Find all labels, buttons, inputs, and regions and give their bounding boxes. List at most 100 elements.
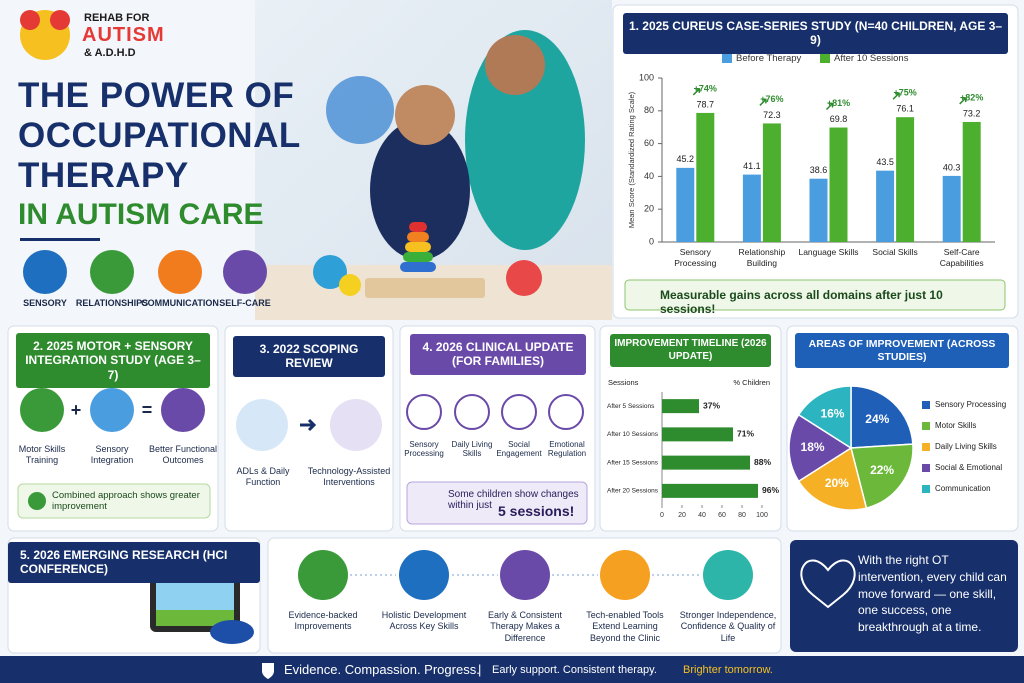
benefit-icon bbox=[298, 550, 348, 600]
slice-label: 16% bbox=[820, 406, 844, 420]
arrow bbox=[300, 418, 317, 432]
focus-label: SELF-CARE bbox=[219, 298, 271, 308]
y-tick-label: 0 bbox=[649, 236, 654, 246]
panel-title: 1. 2025 CUREUS CASE-SERIES STUDY (N=40 C… bbox=[623, 13, 1008, 54]
bar bbox=[896, 117, 915, 242]
bar bbox=[662, 427, 733, 442]
y-axis-label: Mean Score (Standardized Rating Scale) bbox=[627, 91, 636, 228]
focus-icon bbox=[158, 250, 202, 294]
benefit-icon bbox=[600, 550, 650, 600]
slice-label: 18% bbox=[801, 440, 825, 454]
photo-ball bbox=[326, 76, 394, 144]
photo-ball bbox=[506, 260, 542, 296]
icon bbox=[236, 399, 288, 451]
photo-ring bbox=[405, 242, 431, 252]
panel-title: 5. 2026 EMERGING RESEARCH (HCI CONFERENC… bbox=[8, 542, 260, 583]
bar bbox=[662, 455, 750, 470]
note: Combined approach shows greater improvem… bbox=[52, 490, 200, 512]
value-label: 43.5 bbox=[876, 157, 894, 167]
logo-text: REHAB FOR bbox=[84, 12, 150, 24]
title-underline bbox=[20, 238, 100, 241]
controller bbox=[210, 620, 254, 644]
icon bbox=[90, 388, 134, 432]
photo-therapist-face bbox=[485, 35, 545, 95]
focus-label: COMMUNICATION bbox=[141, 298, 219, 308]
photo-ring bbox=[400, 262, 436, 272]
value-label: 72.3 bbox=[763, 110, 781, 120]
value-label: 38.6 bbox=[810, 165, 828, 175]
bar bbox=[809, 178, 828, 242]
icon bbox=[161, 388, 205, 432]
item-label: Emotional Regulation bbox=[547, 440, 587, 458]
value-label: 78.7 bbox=[697, 99, 715, 109]
bar bbox=[742, 174, 761, 242]
legend-swatch bbox=[922, 464, 930, 472]
gain-arrow bbox=[759, 98, 767, 106]
photo-ring bbox=[403, 252, 433, 262]
legend-swatch bbox=[722, 53, 732, 63]
photo-toy-base bbox=[365, 278, 485, 298]
benefit-icon bbox=[703, 550, 753, 600]
x-tick-label: Self-Care Capabilities bbox=[939, 247, 984, 268]
benefit-label: Early & Consistent Therapy Makes a Diffe… bbox=[487, 610, 563, 643]
legend-swatch bbox=[922, 443, 930, 451]
x-tick-label: 80 bbox=[738, 512, 746, 519]
gain-arrow bbox=[825, 102, 834, 111]
icon bbox=[548, 394, 584, 430]
benefit-label: Evidence-backed Improvements bbox=[288, 610, 358, 632]
note-box bbox=[17, 483, 211, 519]
y-tick-label: 80 bbox=[644, 105, 654, 115]
slice-label: 20% bbox=[825, 476, 849, 490]
item-label: Sensory Integration bbox=[90, 444, 134, 466]
bar bbox=[676, 167, 695, 242]
footer-tagline: Evidence. Compassion. Progress. bbox=[284, 662, 480, 677]
value-label: 40.3 bbox=[943, 162, 961, 172]
panel-title: 2. 2025 MOTOR + SENSORY INTEGRATION STUD… bbox=[16, 333, 210, 389]
legend-label: Daily Living Skills bbox=[935, 442, 997, 451]
value-label: 45.2 bbox=[677, 154, 695, 164]
legend-label: Sensory Processing bbox=[935, 400, 1006, 409]
panel-title: IMPROVEMENT TIMELINE (2026 UPDATE) bbox=[610, 334, 771, 367]
photo-child-face bbox=[395, 85, 455, 145]
gain-arrow bbox=[892, 92, 900, 100]
gain-label: +76% bbox=[760, 94, 783, 104]
legend-label: Communication bbox=[935, 484, 991, 493]
y-tick-label: After 15 Sessions bbox=[607, 459, 659, 466]
note: Some children show changes within just bbox=[448, 489, 579, 511]
title-line: THERAPY bbox=[18, 156, 189, 195]
pie-slice bbox=[797, 385, 852, 450]
legend-swatch bbox=[922, 401, 930, 409]
focus-icon bbox=[90, 250, 134, 294]
benefit-label: Tech-enabled Tools Extend Learning Beyon… bbox=[586, 610, 664, 643]
item-label: Sensory Processing bbox=[404, 440, 444, 458]
legend-label: Before Therapy bbox=[736, 53, 802, 64]
heart-icon bbox=[800, 559, 856, 609]
bar bbox=[696, 112, 715, 242]
bar bbox=[876, 170, 895, 242]
subtitle: IN AUTISM CARE bbox=[18, 198, 264, 231]
bar bbox=[942, 175, 961, 242]
title-line: THE POWER OF bbox=[18, 76, 295, 115]
item-label: Daily Living Skills bbox=[451, 440, 493, 458]
tablet-grass bbox=[156, 610, 234, 626]
footer-message: Early support. Consistent therapy. bbox=[492, 664, 657, 676]
logo-icon bbox=[20, 10, 40, 30]
footer-highlight: Brighter tomorrow. bbox=[683, 664, 773, 676]
legend-label: Motor Skills bbox=[935, 421, 976, 430]
icon bbox=[406, 394, 442, 430]
gain-label: +81% bbox=[827, 98, 850, 108]
value-label: 37% bbox=[703, 400, 720, 410]
y-tick-label: After 5 Sessions bbox=[607, 403, 655, 410]
x-tick-label: 60 bbox=[718, 512, 726, 519]
slice-label: 22% bbox=[870, 463, 894, 477]
legend-swatch bbox=[820, 53, 830, 63]
focus-icon bbox=[23, 250, 67, 294]
benefit-label: Stronger Independence, Confidence & Qual… bbox=[679, 610, 777, 643]
panel-title: AREAS OF IMPROVEMENT (ACROSS STUDIES) bbox=[795, 333, 1009, 369]
value-label: 71% bbox=[737, 429, 754, 439]
operator: + bbox=[70, 400, 82, 420]
x-tick-label: 0 bbox=[660, 512, 664, 519]
shield-icon bbox=[262, 663, 274, 679]
logo-text: AUTISM bbox=[82, 24, 165, 46]
